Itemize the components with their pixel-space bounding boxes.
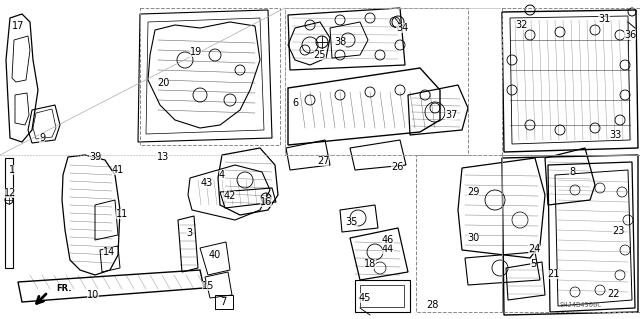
Bar bbox=[360, 285, 404, 307]
Text: 27: 27 bbox=[317, 156, 329, 166]
Text: 46: 46 bbox=[382, 235, 394, 245]
Text: 18: 18 bbox=[364, 259, 376, 269]
Text: 4: 4 bbox=[219, 170, 225, 180]
Text: 29: 29 bbox=[467, 187, 479, 197]
Text: 7: 7 bbox=[220, 297, 226, 307]
Text: 32: 32 bbox=[516, 20, 528, 30]
Text: 21: 21 bbox=[547, 269, 559, 279]
Text: 14: 14 bbox=[103, 247, 115, 257]
Text: 22: 22 bbox=[607, 289, 620, 299]
Text: 11: 11 bbox=[116, 209, 128, 219]
Text: 35: 35 bbox=[346, 217, 358, 227]
Text: 44: 44 bbox=[382, 244, 394, 254]
Text: 25: 25 bbox=[314, 50, 326, 60]
Bar bbox=[140, 8, 280, 145]
Bar bbox=[416, 155, 502, 312]
Text: 6: 6 bbox=[292, 98, 298, 108]
Text: 23: 23 bbox=[612, 226, 624, 236]
Text: 5: 5 bbox=[530, 259, 536, 269]
Text: 37: 37 bbox=[445, 110, 457, 120]
Bar bbox=[215, 295, 233, 309]
Text: 33: 33 bbox=[609, 130, 621, 140]
Text: 26: 26 bbox=[391, 162, 403, 172]
Text: 36: 36 bbox=[624, 30, 636, 40]
Text: 28: 28 bbox=[426, 300, 438, 310]
Text: FR.: FR. bbox=[56, 284, 72, 293]
Bar bbox=[502, 155, 640, 312]
Text: 42: 42 bbox=[224, 191, 236, 201]
Text: 8: 8 bbox=[569, 167, 575, 177]
Text: 30: 30 bbox=[467, 233, 479, 243]
Bar bbox=[5, 158, 13, 268]
Text: 10: 10 bbox=[87, 290, 99, 300]
Text: 13: 13 bbox=[157, 152, 169, 162]
Text: 41: 41 bbox=[112, 165, 124, 175]
Text: 17: 17 bbox=[12, 21, 24, 31]
Bar bbox=[285, 8, 468, 155]
Text: 1: 1 bbox=[9, 165, 15, 175]
Text: 39: 39 bbox=[89, 152, 101, 162]
Text: 19: 19 bbox=[190, 47, 202, 57]
Text: 38: 38 bbox=[334, 37, 346, 47]
Text: 3: 3 bbox=[186, 228, 192, 238]
Text: 12: 12 bbox=[4, 188, 16, 198]
Text: SHJ4B4900C: SHJ4B4900C bbox=[560, 302, 602, 308]
Bar bbox=[502, 8, 640, 155]
Text: 43: 43 bbox=[201, 178, 213, 188]
Text: 15: 15 bbox=[202, 281, 214, 291]
Text: 16: 16 bbox=[260, 197, 272, 207]
Text: 40: 40 bbox=[209, 250, 221, 260]
Text: 20: 20 bbox=[157, 78, 169, 88]
Text: 31: 31 bbox=[598, 14, 610, 24]
Text: 9: 9 bbox=[39, 133, 45, 143]
Text: 45: 45 bbox=[359, 293, 371, 303]
Bar bbox=[355, 280, 410, 312]
Text: 34: 34 bbox=[396, 23, 408, 33]
Text: 24: 24 bbox=[528, 244, 540, 254]
